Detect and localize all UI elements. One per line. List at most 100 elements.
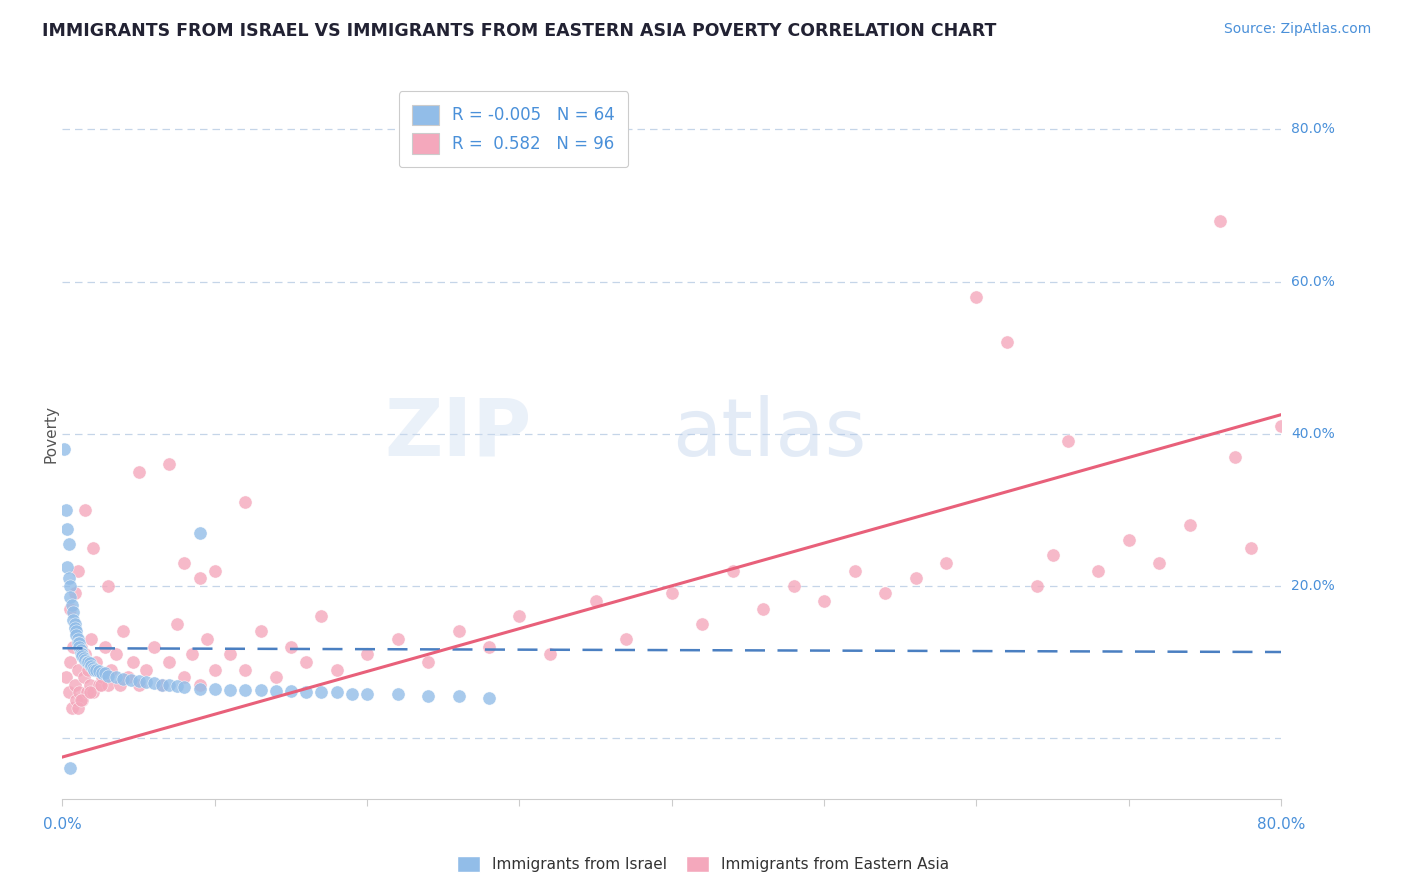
Point (66, 663, 89, 677)
Point (356, 687, 378, 701)
Point (157, 457, 180, 471)
Point (69, 643, 91, 657)
Point (79, 678, 101, 692)
Point (90, 678, 112, 692)
Text: 60.0%: 60.0% (1291, 275, 1334, 288)
Point (356, 648, 378, 662)
Point (135, 663, 157, 677)
Point (614, 632, 637, 646)
Point (63, 586, 86, 600)
Point (83, 663, 105, 677)
Point (120, 673, 142, 688)
Point (69, 693, 91, 707)
Point (104, 648, 127, 662)
Point (128, 678, 150, 692)
Point (91, 670, 114, 684)
Point (173, 556, 195, 570)
Point (204, 681, 226, 696)
Point (60, 700, 83, 714)
Text: 20.0%: 20.0% (1291, 579, 1334, 593)
Text: 80.0%: 80.0% (1257, 817, 1305, 832)
Point (1240, 541, 1263, 555)
Point (62, 613, 84, 627)
Point (204, 564, 226, 578)
Point (188, 681, 211, 696)
Point (264, 670, 287, 684)
Point (110, 678, 132, 692)
Point (340, 687, 363, 701)
Text: 40.0%: 40.0% (1291, 426, 1334, 441)
Point (416, 655, 439, 669)
Point (67, 636, 90, 650)
Point (1225, 450, 1247, 464)
Point (59, 655, 82, 669)
Point (447, 689, 470, 703)
Point (249, 683, 271, 698)
Point (82, 541, 104, 555)
Point (661, 586, 683, 600)
Point (128, 465, 150, 479)
Point (135, 675, 157, 690)
Point (387, 687, 409, 701)
Point (325, 685, 347, 699)
Point (87, 678, 110, 692)
Point (325, 663, 347, 677)
Point (1178, 518, 1201, 533)
Point (295, 685, 318, 699)
Point (82, 661, 104, 675)
Legend: R = -0.005   N = 64, R =  0.582   N = 96: R = -0.005 N = 64, R = 0.582 N = 96 (399, 92, 628, 167)
Point (73, 670, 96, 684)
Point (173, 670, 195, 684)
Point (112, 672, 135, 686)
Point (1026, 579, 1049, 593)
Point (80, 658, 103, 673)
Point (63, 621, 86, 635)
Point (904, 571, 927, 585)
Point (58, 571, 80, 585)
Point (72, 648, 94, 663)
Point (233, 683, 256, 698)
Point (58, 537, 80, 551)
Point (56, 522, 79, 536)
Point (55, 502, 77, 516)
Point (233, 663, 256, 677)
Point (966, 290, 988, 304)
Point (478, 690, 501, 705)
Point (166, 616, 188, 631)
Point (181, 648, 204, 662)
Point (219, 648, 242, 662)
Point (1057, 434, 1080, 449)
Point (264, 683, 287, 698)
Legend: Immigrants from Israel, Immigrants from Eastern Asia: Immigrants from Israel, Immigrants from … (450, 848, 956, 880)
Point (63, 616, 86, 631)
Point (150, 678, 173, 692)
Point (59, 579, 82, 593)
Point (813, 594, 835, 608)
Point (1270, 419, 1292, 434)
Point (1087, 564, 1109, 578)
Point (204, 663, 226, 677)
Point (53, 442, 76, 456)
Point (249, 624, 271, 639)
Point (100, 663, 122, 677)
Point (55, 670, 77, 684)
Point (219, 683, 242, 698)
Point (69, 646, 91, 660)
Point (142, 676, 165, 690)
Point (157, 655, 180, 669)
Point (447, 624, 470, 639)
Point (875, 586, 897, 600)
Point (66, 700, 89, 714)
Text: ZIP: ZIP (384, 394, 531, 473)
Text: 80.0%: 80.0% (1291, 122, 1334, 136)
Point (62, 640, 84, 654)
Point (117, 670, 139, 684)
Text: atlas: atlas (672, 394, 866, 473)
Point (76, 655, 98, 669)
Point (73, 651, 96, 665)
Point (142, 640, 165, 654)
Point (1209, 213, 1232, 227)
Point (188, 571, 211, 585)
Point (311, 685, 333, 699)
Point (752, 601, 775, 615)
